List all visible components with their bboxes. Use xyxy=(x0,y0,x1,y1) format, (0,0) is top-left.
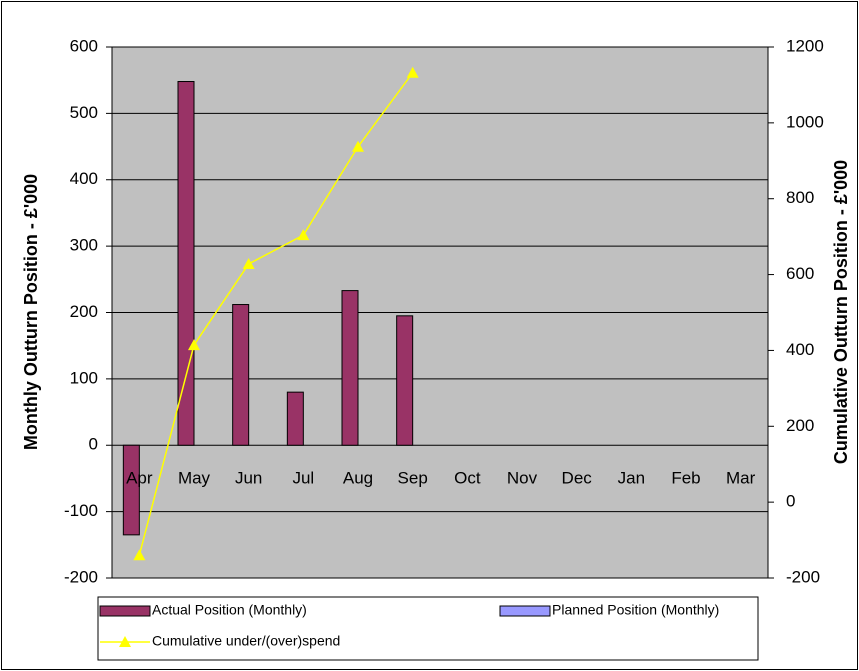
y2-tick-label: -200 xyxy=(786,567,820,586)
x-tick-label: Mar xyxy=(726,469,756,488)
y2-tick-label: 800 xyxy=(786,188,814,207)
x-tick-label: Oct xyxy=(454,469,481,488)
bar xyxy=(341,290,359,446)
y-axis-title: Monthly Outturn Position - £'000 xyxy=(21,174,41,450)
x-tick-label: Jul xyxy=(292,469,314,488)
legend-swatch xyxy=(99,605,151,617)
marker xyxy=(352,140,364,152)
legend-label: Planned Position (Monthly) xyxy=(552,602,719,618)
y2-tick-label: 600 xyxy=(786,264,814,283)
y-tick-label: 400 xyxy=(70,169,98,188)
y2-tick-label: 0 xyxy=(786,492,795,511)
y2-tick-label: 1200 xyxy=(786,36,824,55)
legend-swatch xyxy=(499,605,551,617)
y-tick-label: 500 xyxy=(70,103,98,122)
x-tick-label: Dec xyxy=(562,469,593,488)
bar xyxy=(177,81,195,446)
bar xyxy=(232,304,250,446)
y-tick-label: 0 xyxy=(89,435,98,454)
x-tick-label: Aug xyxy=(343,469,373,488)
legend-marker xyxy=(119,636,131,647)
bar xyxy=(286,391,304,446)
y-tick-label: 600 xyxy=(70,36,98,55)
x-tick-label: Apr xyxy=(126,469,153,488)
x-tick-label: Sep xyxy=(398,469,428,488)
marker xyxy=(188,339,200,351)
x-tick-label: May xyxy=(178,469,211,488)
y-tick-label: 100 xyxy=(70,368,98,387)
bar xyxy=(122,444,140,536)
y2-axis-title: Cumulative Outturn Position - £'000 xyxy=(831,160,851,464)
marker xyxy=(406,66,419,78)
marker xyxy=(133,549,146,561)
y-tick-label: -100 xyxy=(64,501,98,520)
marks xyxy=(122,66,419,561)
marker xyxy=(297,229,310,241)
marker xyxy=(242,257,255,269)
x-tick-label: Jun xyxy=(235,469,262,488)
grid xyxy=(112,46,768,579)
y2-tick-label: 200 xyxy=(786,416,814,435)
x-tick-label: Jan xyxy=(618,469,645,488)
y-tick-label: -200 xyxy=(64,567,98,586)
y-tick-label: 300 xyxy=(70,236,98,255)
y-tick-label: 200 xyxy=(70,302,98,321)
y2-tick-label: 1000 xyxy=(786,112,824,131)
x-tick-label: Nov xyxy=(507,469,538,488)
legend xyxy=(97,596,759,661)
bar xyxy=(396,315,414,446)
y2-tick-label: 400 xyxy=(786,340,814,359)
legend-label: Cumulative under/(over)spend xyxy=(152,633,340,649)
legend-label: Actual Position (Monthly) xyxy=(152,602,307,618)
line xyxy=(138,72,414,556)
x-tick-label: Feb xyxy=(671,469,700,488)
